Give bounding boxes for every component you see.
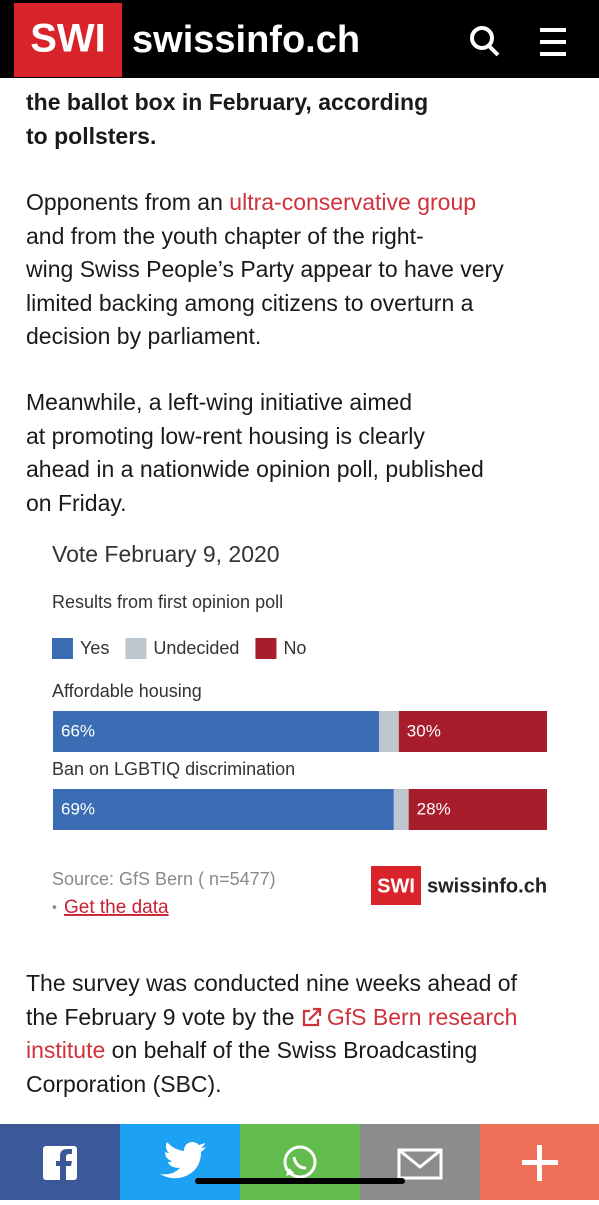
text: the ballot box in February, according bbox=[26, 89, 429, 115]
chart-title: Vote February 9, 2020 bbox=[52, 541, 280, 567]
text-line: and from the youth chapter of the right- bbox=[26, 220, 504, 254]
text-line: ahead in a nationwide opinion poll, publ… bbox=[26, 453, 484, 487]
text: at promoting low-rent housing is clearly bbox=[26, 422, 425, 449]
source: Source: GfS Bern ( n=5477) bbox=[52, 869, 276, 889]
text: to pollsters. bbox=[26, 122, 157, 149]
share-bar bbox=[0, 1124, 599, 1200]
legend-label: Yes bbox=[80, 638, 109, 658]
chart-subtitle: Results from first opinion poll bbox=[52, 592, 283, 612]
bullet: • bbox=[52, 899, 57, 915]
bar-segment bbox=[393, 789, 409, 830]
text: limited backing among citizens to overtu… bbox=[26, 289, 474, 316]
email-button[interactable] bbox=[360, 1124, 480, 1200]
bar-segment bbox=[398, 711, 547, 752]
text: Opponents from an bbox=[26, 189, 230, 215]
text: on behalf of the Swiss Broadcasting bbox=[105, 1037, 478, 1063]
text-line: Meanwhile, a left-wing initiative aimed bbox=[26, 386, 484, 420]
search-icon[interactable] bbox=[470, 26, 500, 57]
value-label: 28% bbox=[417, 799, 451, 818]
legend-label: No bbox=[283, 638, 306, 658]
text-line: at promoting low-rent housing is clearly bbox=[26, 420, 484, 454]
paragraph: the ballot box in February, according to … bbox=[26, 86, 428, 153]
text: on Friday. bbox=[26, 489, 127, 516]
facebook-button[interactable] bbox=[0, 1124, 120, 1200]
home-indicator bbox=[195, 1178, 405, 1184]
link[interactable]: GfS Bern research bbox=[326, 1003, 518, 1030]
logo-mark: SWI bbox=[30, 17, 106, 61]
bar-segment bbox=[408, 789, 547, 830]
text-line: The survey was conducted nine weeks ahea… bbox=[26, 967, 517, 1001]
paragraph: Opponents from an ultra-conservative gro… bbox=[26, 186, 504, 354]
text-line: Opponents from an ultra-conservative gro… bbox=[26, 186, 504, 220]
bar-segment bbox=[53, 789, 394, 830]
link[interactable]: institute bbox=[26, 1037, 106, 1063]
logo-site: swissinfo.ch bbox=[427, 875, 547, 897]
text-line: Corporation (SBC). bbox=[26, 1068, 517, 1102]
legend-label: Undecided bbox=[153, 638, 239, 658]
text-line: to pollsters. bbox=[26, 120, 428, 154]
bar-segment bbox=[379, 711, 399, 752]
header: SWI swissinfo.ch bbox=[0, 0, 599, 78]
category-label: Ban on LGBTIQ discrimination bbox=[52, 759, 295, 779]
text-line: the ballot box in February, according bbox=[26, 86, 428, 120]
header-graphic: SWI swissinfo.ch bbox=[14, 3, 566, 77]
paragraph: Meanwhile, a left-wing initiative aimed a… bbox=[26, 386, 484, 520]
logo-box[interactable] bbox=[14, 3, 122, 77]
value-label: 66% bbox=[61, 721, 95, 740]
text: Meanwhile, a left-wing initiative aimed bbox=[26, 389, 413, 415]
text-line: wing Swiss People’s Party appear to have… bbox=[26, 253, 504, 287]
text: and from the youth chapter of the right- bbox=[26, 222, 424, 249]
text: wing Swiss People’s Party appear to have… bbox=[26, 256, 504, 282]
logo-mark: SWI bbox=[377, 875, 415, 897]
logo-box bbox=[371, 866, 421, 905]
text-line: limited backing among citizens to overtu… bbox=[26, 287, 504, 321]
share-graphic bbox=[0, 1124, 599, 1200]
paragraph: The survey was conducted nine weeks ahea… bbox=[26, 967, 517, 1101]
data-link[interactable]: Get the data bbox=[64, 897, 169, 918]
category-label: Affordable housing bbox=[52, 681, 202, 701]
twitter-button[interactable] bbox=[120, 1124, 240, 1200]
text-line: the February 9 vote by the GfS Bern rese… bbox=[26, 1001, 517, 1035]
external-link-icon bbox=[302, 1007, 321, 1026]
text-line: decision by parliament. bbox=[26, 320, 504, 354]
text-line: institute on behalf of the Swiss Broadca… bbox=[26, 1034, 517, 1068]
text: the February 9 vote by the bbox=[26, 1003, 301, 1030]
value-label: 69% bbox=[61, 799, 95, 818]
text-line: on Friday. bbox=[26, 487, 484, 521]
value-label: 30% bbox=[407, 721, 441, 740]
site-name[interactable]: swissinfo.ch bbox=[132, 19, 360, 61]
whatsapp-button[interactable] bbox=[240, 1124, 360, 1200]
link[interactable]: ultra-conservative group bbox=[229, 189, 477, 215]
bar-segment bbox=[53, 711, 380, 752]
more-button[interactable] bbox=[480, 1124, 599, 1200]
legend-swatch bbox=[255, 638, 277, 659]
menu-icon[interactable] bbox=[540, 28, 566, 56]
text: decision by parliament. bbox=[26, 323, 262, 349]
legend-swatch bbox=[52, 638, 73, 659]
text: Corporation (SBC). bbox=[26, 1070, 222, 1097]
text: The survey was conducted nine weeks ahea… bbox=[26, 970, 517, 996]
legend-swatch bbox=[125, 638, 147, 659]
text: ahead in a nationwide opinion poll, publ… bbox=[26, 456, 484, 482]
